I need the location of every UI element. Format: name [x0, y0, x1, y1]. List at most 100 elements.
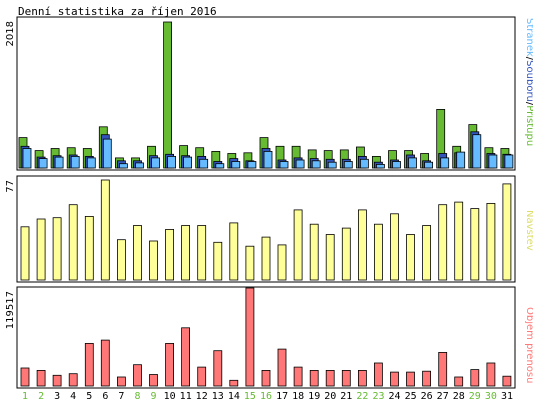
- bar-strnek-5: [86, 157, 96, 169]
- bar-bottom-29: [470, 369, 480, 387]
- bar-strnek-19: [311, 160, 321, 169]
- x-tick-label: 14: [228, 391, 240, 402]
- bar-bottom-11: [181, 327, 191, 387]
- bar-middle-27: [438, 204, 448, 281]
- bar-strnek-30: [488, 154, 498, 169]
- bar-bottom-13: [213, 350, 223, 387]
- bar-middle-20: [325, 234, 335, 281]
- bar-strnek-11: [183, 156, 193, 169]
- bar-middle-1: [20, 226, 30, 281]
- bar-bottom-15: [245, 287, 255, 387]
- bar-middle-13: [213, 241, 223, 281]
- bar-strnek-17: [279, 161, 289, 169]
- bar-strnek-18: [295, 159, 305, 169]
- bar-middle-23: [373, 223, 383, 281]
- bar-bottom-17: [277, 348, 287, 387]
- bar-middle-9: [149, 240, 158, 281]
- bar-strnek-1: [22, 148, 32, 169]
- bar-middle-5: [84, 215, 94, 281]
- bar-middle-4: [68, 204, 78, 281]
- bar-strnek-12: [199, 158, 209, 169]
- bar-middle-30: [486, 202, 496, 281]
- x-tick-label: 16: [260, 391, 272, 402]
- bar-strnek-21: [343, 161, 353, 169]
- panel-frame-top: [16, 16, 516, 171]
- bar-strnek-28: [456, 151, 466, 169]
- panel-frame-bottom: [16, 286, 516, 389]
- bar-strnek-29: [472, 134, 482, 169]
- bar-bottom-7: [117, 376, 126, 387]
- bar-middle-22: [357, 209, 367, 281]
- bar-strnek-7: [119, 163, 128, 169]
- bar-bottom-14: [229, 379, 239, 387]
- bar-middle-2: [36, 218, 46, 281]
- bar-strnek-15: [247, 161, 257, 169]
- bar-middle-19: [309, 223, 319, 281]
- bar-bottom-20: [325, 369, 335, 387]
- bar-middle-25: [406, 234, 415, 281]
- bar-bottom-16: [261, 369, 271, 387]
- bar-bottom-30: [486, 362, 496, 387]
- x-tick-label: 31: [501, 391, 513, 402]
- bar-bottom-5: [84, 342, 94, 387]
- bar-middle-6: [100, 179, 110, 281]
- bar-bottom-24: [390, 371, 399, 387]
- x-tick-label: 18: [292, 391, 304, 402]
- bar-strnek-14: [231, 161, 241, 169]
- bar-bottom-18: [293, 366, 303, 387]
- x-tick-label: 21: [340, 391, 352, 402]
- x-tick-label: 5: [86, 391, 92, 402]
- x-tick-label: 27: [437, 391, 449, 402]
- bar-middle-16: [261, 236, 271, 281]
- x-tick-label: 29: [469, 391, 481, 402]
- x-tick-label: 6: [102, 391, 108, 402]
- x-tick-label: 7: [118, 391, 124, 402]
- bar-pstup-10: [163, 21, 173, 169]
- bar-middle-24: [390, 213, 399, 281]
- x-tick-label: 30: [485, 391, 497, 402]
- bar-strnek-4: [70, 155, 80, 169]
- bar-bottom-2: [36, 369, 46, 387]
- x-tick-label: 1: [22, 391, 28, 402]
- bar-strnek-9: [151, 157, 160, 169]
- x-tick-label: 24: [388, 391, 400, 402]
- bar-bottom-10: [165, 342, 175, 387]
- bar-bottom-31: [502, 375, 512, 387]
- bar-strnek-24: [392, 161, 401, 169]
- legend-entry: Souborů: [524, 60, 533, 102]
- bar-middle-7: [117, 239, 126, 281]
- x-tick-label: 22: [356, 391, 368, 402]
- x-tick-label: 26: [421, 391, 433, 402]
- bar-middle-14: [229, 222, 239, 281]
- bar-middle-3: [52, 217, 62, 281]
- x-tick-label: 11: [180, 391, 192, 402]
- legend-bottom: Objem přenosu: [524, 307, 533, 383]
- bar-strnek-8: [135, 162, 144, 169]
- bar-middle-8: [133, 225, 142, 281]
- x-tick-label: 8: [134, 391, 140, 402]
- bar-middle-11: [181, 225, 191, 281]
- x-tick-label: 28: [453, 391, 465, 402]
- bar-strnek-2: [38, 158, 48, 169]
- bar-strnek-31: [504, 154, 514, 169]
- bar-bottom-1: [20, 367, 30, 387]
- bar-bottom-6: [100, 339, 110, 387]
- bar-bottom-3: [52, 374, 62, 387]
- ymax-label-bottom: 119517: [5, 291, 16, 329]
- bar-bottom-8: [133, 364, 142, 387]
- bar-middle-17: [277, 244, 287, 281]
- bar-bottom-22: [357, 369, 367, 387]
- bar-strnek-13: [215, 163, 225, 169]
- x-tick-label: 10: [164, 391, 176, 402]
- bar-middle-15: [245, 245, 255, 281]
- bar-strnek-23: [375, 163, 385, 169]
- bar-bottom-21: [341, 369, 351, 387]
- bar-middle-31: [502, 183, 512, 281]
- bar-bottom-9: [149, 374, 158, 387]
- bar-bottom-25: [406, 371, 415, 387]
- bar-bottom-28: [454, 376, 464, 387]
- x-tick-label: 12: [196, 391, 208, 402]
- bar-middle-10: [165, 228, 175, 281]
- bar-bottom-4: [68, 373, 78, 387]
